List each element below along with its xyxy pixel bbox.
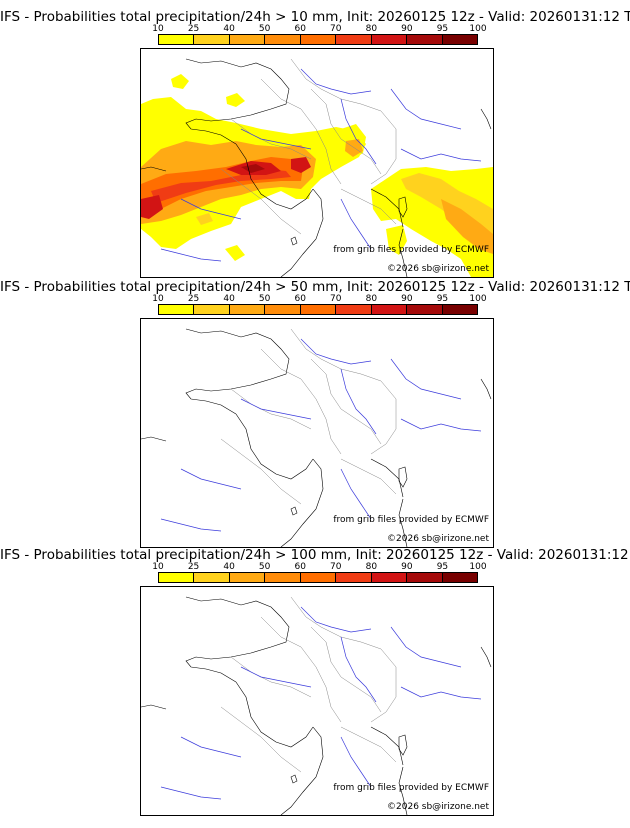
colorbar-scale — [158, 34, 478, 45]
base-map — [141, 596, 492, 815]
data-source-credit: from grib files provided by ECMWF — [333, 783, 489, 793]
islands — [290, 466, 408, 516]
coastlines — [141, 328, 492, 547]
colorbar-segment — [442, 573, 477, 582]
colorbar-tick: 70 — [330, 294, 342, 304]
colorbar-tick: 25 — [187, 294, 200, 304]
colorbar-tick: 70 — [330, 562, 342, 572]
colorbar-tick: 60 — [294, 24, 306, 34]
colorbar-tick: 25 — [187, 562, 200, 572]
colorbar-segment — [336, 35, 372, 44]
coastlines — [141, 596, 492, 815]
colorbar-segment — [265, 573, 301, 582]
colorbar-segment — [407, 35, 443, 44]
colorbar-segment — [265, 35, 301, 44]
colorbar-tick: 80 — [365, 294, 378, 304]
copyright-credit: ©2026 sb@irizone.net — [387, 534, 489, 544]
colorbar-tick: 50 — [258, 24, 271, 34]
colorbar-tick: 10 — [152, 24, 164, 34]
coastlines — [141, 58, 492, 277]
colorbar-segment — [442, 35, 477, 44]
borders — [220, 596, 397, 773]
colorbar-scale — [158, 572, 478, 583]
colorbar-tick: 40 — [223, 294, 235, 304]
colorbar-segment — [442, 305, 477, 314]
colorbar-tick: 100 — [469, 562, 487, 572]
panel-title: IFS - Probabilities total precipitation/… — [0, 547, 630, 563]
islands — [290, 734, 408, 784]
data-source-credit: from grib files provided by ECMWF — [333, 515, 489, 525]
map-area: from grib files provided by ECMWF ©2026 … — [140, 586, 494, 816]
colorbar-segment — [229, 35, 266, 44]
colorbar-segment — [407, 573, 443, 582]
colorbar-segment — [159, 35, 195, 44]
panel-title: IFS - Probabilities total precipitation/… — [0, 9, 630, 25]
islands — [290, 196, 408, 246]
colorbar-tick: 40 — [223, 562, 235, 572]
colorbar-segment — [300, 35, 337, 44]
colorbar-tick: 95 — [436, 562, 449, 572]
colorbar-tick: 90 — [401, 24, 413, 34]
colorbar-tick: 60 — [294, 562, 306, 572]
colorbar-segment — [336, 573, 372, 582]
map-panel-100mm: IFS - Probabilities total precipitation/… — [0, 538, 630, 816]
colorbar-tick: 10 — [152, 562, 164, 572]
colorbar-segment — [194, 305, 230, 314]
colorbar-scale — [158, 304, 478, 315]
colorbar-segment — [265, 305, 301, 314]
colorbar-tick: 95 — [436, 24, 449, 34]
colorbar-segment — [194, 573, 230, 582]
borders — [220, 58, 397, 235]
colorbar-segment — [159, 573, 195, 582]
colorbar-segment — [371, 305, 408, 314]
colorbar-segment — [229, 305, 266, 314]
colorbar-tick: 40 — [223, 24, 235, 34]
colorbar-tick: 10 — [152, 294, 164, 304]
data-source-credit: from grib files provided by ECMWF — [333, 245, 489, 255]
colorbar-tick: 50 — [258, 562, 271, 572]
panel-title: IFS - Probabilities total precipitation/… — [0, 279, 630, 295]
map-panel-10mm: IFS - Probabilities total precipitation/… — [0, 0, 630, 278]
borders — [220, 328, 397, 505]
colorbar-segment — [336, 305, 372, 314]
precip-map — [141, 58, 493, 277]
colorbar-segment — [407, 305, 443, 314]
colorbar-tick: 80 — [365, 24, 378, 34]
map-panel-50mm: IFS - Probabilities total precipitation/… — [0, 270, 630, 548]
colorbar-segment — [371, 35, 408, 44]
colorbar-tick: 50 — [258, 294, 271, 304]
colorbar-segment — [300, 573, 337, 582]
map-area: from grib files provided by ECMWF ©2026 … — [140, 318, 494, 548]
colorbar-segment — [300, 305, 337, 314]
rivers — [160, 68, 482, 262]
map-area: from grib files provided by ECMWF ©2026 … — [140, 48, 494, 278]
colorbar-tick: 60 — [294, 294, 306, 304]
colorbar-tick: 70 — [330, 24, 342, 34]
colorbar-tick: 95 — [436, 294, 449, 304]
rivers — [160, 338, 482, 532]
colorbar-tick: 25 — [187, 24, 200, 34]
copyright-credit: ©2026 sb@irizone.net — [387, 802, 489, 812]
colorbar-segment — [159, 305, 195, 314]
colorbar-tick: 90 — [401, 562, 413, 572]
colorbar-segment — [194, 35, 230, 44]
colorbar-tick: 100 — [469, 294, 487, 304]
colorbar-segment — [371, 573, 408, 582]
colorbar-tick: 100 — [469, 24, 487, 34]
colorbar-tick: 80 — [365, 562, 378, 572]
base-map — [141, 328, 492, 547]
copyright-credit: ©2026 sb@irizone.net — [387, 264, 489, 274]
precip-field — [141, 74, 493, 277]
colorbar-segment — [229, 573, 266, 582]
colorbar-tick: 90 — [401, 294, 413, 304]
rivers — [160, 606, 482, 800]
